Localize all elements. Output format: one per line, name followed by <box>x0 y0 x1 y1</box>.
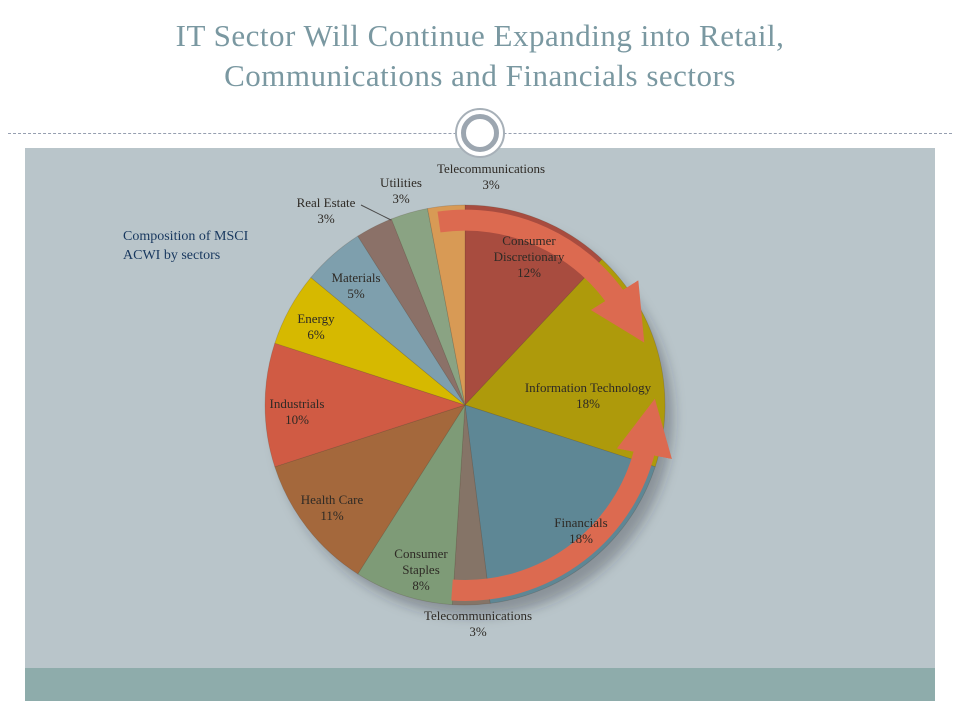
chart-caption: Composition of MSCI ACWI by sectors <box>123 229 249 263</box>
pie-slice-industrials-6 <box>264 342 467 468</box>
expansion-arrows <box>437 209 672 601</box>
divider-ornament-inner-circle <box>461 114 499 152</box>
divider-ornament-circle <box>455 108 505 158</box>
slide-title: IT Sector Will Continue Expanding into R… <box>175 18 785 93</box>
footer-band <box>25 668 935 701</box>
pie-slice-energy-7 <box>274 277 466 406</box>
real-estate-leader-line <box>360 204 392 221</box>
pie-slice-telecommunications-3 <box>452 404 491 606</box>
pie-slice-telecommunications-11 <box>427 204 466 406</box>
expansion-arrow-bottom <box>451 398 672 601</box>
pie-slice-real-estate-9 <box>357 218 466 406</box>
pie-slice-utilities-10 <box>390 208 466 406</box>
pie-slice-health-care-5 <box>274 404 466 575</box>
pie-slice-consumer-staples-4 <box>357 404 466 605</box>
pie-slices <box>264 204 666 606</box>
expansion-arrow-top <box>437 209 645 343</box>
pie-slice-materials-8 <box>310 235 466 406</box>
pie-slice-financials-2 <box>464 404 656 604</box>
